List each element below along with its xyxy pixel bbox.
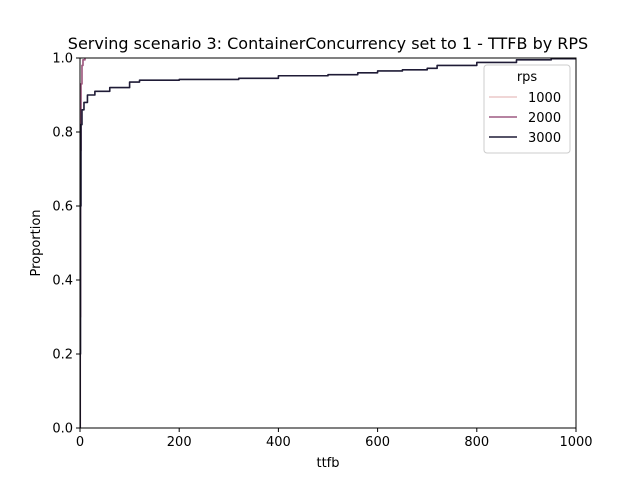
- x-tick-label: 200: [167, 435, 192, 450]
- y-tick-label: 0.4: [52, 274, 73, 289]
- x-tick-label: 400: [266, 435, 291, 450]
- x-tick-label: 0: [76, 435, 84, 450]
- y-axis-label: Proportion: [29, 209, 44, 276]
- x-axis-label: ttfb: [316, 456, 339, 471]
- y-axis-ticks: 0.0 0.2 0.4 0.6 0.8 1.0: [52, 52, 80, 437]
- y-tick-label: 0.6: [52, 200, 73, 215]
- x-axis-ticks: 0 200 400 600 800 1000: [76, 428, 593, 450]
- y-tick-label: 1.0: [52, 52, 73, 67]
- plot-frame: [79, 57, 577, 429]
- legend-title: rps: [517, 70, 538, 85]
- legend: rps 1000 2000 3000: [483, 64, 571, 154]
- x-tick-label: 800: [464, 435, 489, 450]
- y-tick-label: 0.8: [52, 126, 73, 141]
- y-tick-label: 0.2: [52, 348, 73, 363]
- legend-box: [483, 64, 571, 154]
- chart-title: Serving scenario 3: ContainerConcurrency…: [68, 34, 588, 53]
- legend-label-3000: 3000: [528, 131, 561, 146]
- x-tick-label: 600: [365, 435, 390, 450]
- legend-entries: 1000 2000 3000: [489, 91, 561, 146]
- legend-label-1000: 1000: [528, 91, 561, 106]
- x-tick-label: 1000: [559, 435, 592, 450]
- y-tick-label: 0.0: [52, 422, 73, 437]
- series-line-3000: [80, 58, 576, 428]
- legend-label-2000: 2000: [528, 111, 561, 126]
